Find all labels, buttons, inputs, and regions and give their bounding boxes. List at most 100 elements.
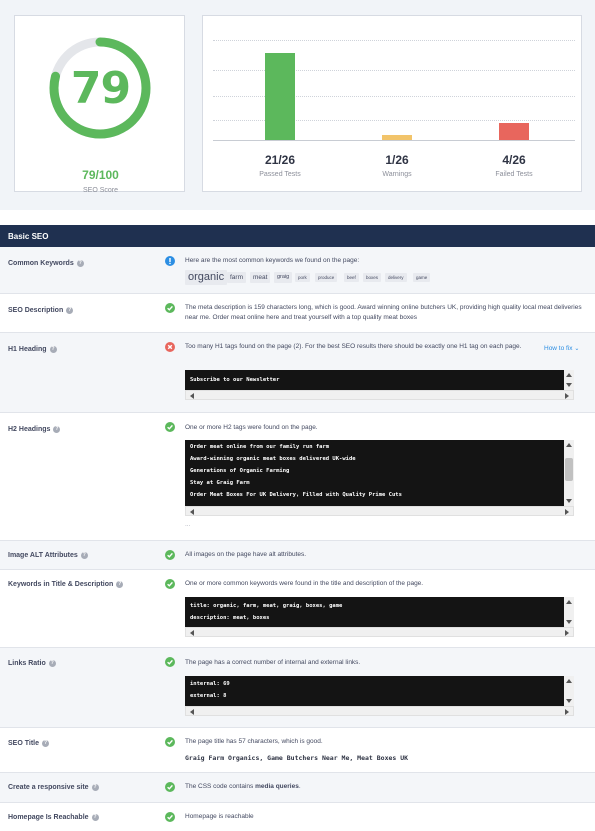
row-label: H1 Heading (8, 346, 47, 353)
help-icon[interactable]: ? (42, 740, 49, 747)
scroll-left-icon[interactable] (190, 709, 194, 715)
keyword-tag: game (413, 273, 431, 282)
how-to-fix-label: How to fix (544, 345, 573, 352)
scroll-up-icon[interactable] (566, 373, 572, 377)
help-icon[interactable]: ? (91, 814, 99, 821)
gridline (213, 120, 575, 121)
help-icon[interactable]: ? (116, 581, 124, 588)
gridline (213, 70, 575, 71)
row-h1-heading: H1 Heading? Too many H1 tags found on th… (0, 333, 595, 413)
check-icon (165, 422, 175, 432)
horizontal-scrollbar[interactable] (185, 506, 574, 516)
check-icon (165, 737, 175, 747)
score-fraction: 79/100 (82, 168, 119, 182)
keyword-tag: boxes (363, 273, 382, 282)
code-line: external: 8 (190, 693, 227, 699)
vertical-scrollbar[interactable] (564, 676, 574, 706)
vertical-scrollbar[interactable] (564, 370, 574, 390)
check-icon (165, 782, 175, 792)
scroll-left-icon[interactable] (190, 393, 194, 399)
warnings-bar (382, 135, 412, 140)
message-text: The CSS code contains (185, 783, 256, 790)
check-icon (165, 303, 175, 313)
row-label: SEO Description (8, 307, 64, 314)
code-line: Award-winning organic meat boxes deliver… (190, 456, 356, 462)
row-message: One or more common keywords were found i… (185, 580, 424, 587)
help-icon[interactable]: ? (48, 660, 56, 667)
more-indicator[interactable]: ... (185, 521, 191, 528)
score-value: 79 (70, 63, 131, 114)
scroll-right-icon[interactable] (565, 630, 569, 636)
warnings-value: 1/26 (385, 153, 409, 167)
keyword-tag: graig (274, 272, 293, 283)
message-strong: media queries (255, 783, 299, 790)
row-seo-description: SEO Description? The meta description is… (0, 294, 595, 333)
passed-tests-label: Passed Tests (259, 171, 301, 178)
check-icon (165, 550, 175, 560)
scroll-left-icon[interactable] (190, 630, 194, 636)
keyword-tag: meat (250, 272, 271, 283)
row-label: Keywords in Title & Description (8, 581, 114, 588)
vertical-scrollbar[interactable] (564, 597, 574, 627)
check-icon (165, 579, 175, 589)
row-label: H2 Headings (8, 426, 51, 433)
scroll-right-icon[interactable] (565, 509, 569, 515)
links-code-box: internal: 69 external: 8 (185, 676, 574, 706)
help-icon[interactable]: ? (80, 552, 88, 559)
gridline (213, 96, 575, 97)
code-line: title: organic, farm, meat, graig, boxes… (190, 603, 343, 609)
scroll-down-icon[interactable] (566, 699, 572, 703)
vertical-scrollbar[interactable] (564, 440, 574, 506)
help-icon[interactable]: ? (76, 260, 84, 267)
help-icon[interactable]: ? (49, 346, 57, 353)
row-message: The CSS code contains media queries. (185, 782, 535, 792)
keyword-tag: farm (227, 272, 246, 283)
message-text: . (298, 783, 301, 790)
failed-bar (499, 123, 529, 140)
scroll-down-icon[interactable] (566, 499, 572, 503)
row-label: Create a responsive site (8, 784, 89, 791)
scroll-down-icon[interactable] (566, 620, 572, 624)
passed-bar (265, 52, 295, 140)
help-icon[interactable]: ? (66, 307, 74, 314)
scroll-up-icon[interactable] (566, 600, 572, 604)
passed-tests-value: 21/26 (264, 153, 296, 167)
code-line: Stay at Graig Farm (190, 480, 250, 486)
code-line: Generations of Organic Farming (190, 468, 290, 474)
keywords-code-box: title: organic, farm, meat, graig, boxes… (185, 597, 574, 627)
check-icon (165, 657, 175, 667)
row-message: Too many H1 tags found on the page (2). … (185, 343, 522, 350)
row-message: Here are the most common keywords we fou… (185, 257, 360, 264)
row-label: Common Keywords (8, 260, 74, 267)
scroll-thumb[interactable] (565, 458, 573, 481)
keyword-tag: delivery (385, 273, 407, 282)
horizontal-scrollbar[interactable] (185, 390, 574, 400)
code-line: Order meat online from our family run fa… (190, 444, 330, 450)
scroll-up-icon[interactable] (566, 679, 572, 683)
gridline (213, 40, 575, 41)
how-to-fix-link[interactable]: How to fix ⌄ (544, 345, 579, 352)
chevron-down-icon: ⌄ (574, 346, 580, 352)
seo-score-card: 79 79/100 SEO Score (14, 15, 185, 194)
scroll-right-icon[interactable] (565, 709, 569, 715)
row-message: The meta description is 159 characters l… (185, 304, 582, 321)
scroll-right-icon[interactable] (565, 393, 569, 399)
help-icon[interactable]: ? (53, 426, 61, 433)
tests-summary-card: 21/26 Passed Tests 1/26 Warnings 4/26 Fa… (202, 15, 582, 192)
row-message: One or more H2 tags were found on the pa… (185, 424, 318, 431)
scroll-left-icon[interactable] (190, 509, 194, 515)
section-header: Basic SEO (0, 225, 595, 247)
horizontal-scrollbar[interactable] (185, 627, 574, 637)
failed-tests-label: Failed Tests (495, 171, 533, 178)
warnings-label: Warnings (382, 171, 412, 178)
scroll-down-icon[interactable] (566, 383, 572, 387)
code-line: Order Meat Boxes For UK Delivery, Filled… (190, 492, 402, 498)
scroll-up-icon[interactable] (566, 443, 572, 447)
row-message: The page has a correct number of interna… (185, 659, 361, 666)
code-line: Subscribe to our Newsletter (190, 377, 280, 383)
keyword-tag: pork (295, 273, 310, 282)
row-label: Homepage Is Reachable (8, 814, 89, 821)
keyword-tag: produce (315, 273, 338, 282)
help-icon[interactable]: ? (91, 784, 99, 791)
horizontal-scrollbar[interactable] (185, 706, 574, 716)
